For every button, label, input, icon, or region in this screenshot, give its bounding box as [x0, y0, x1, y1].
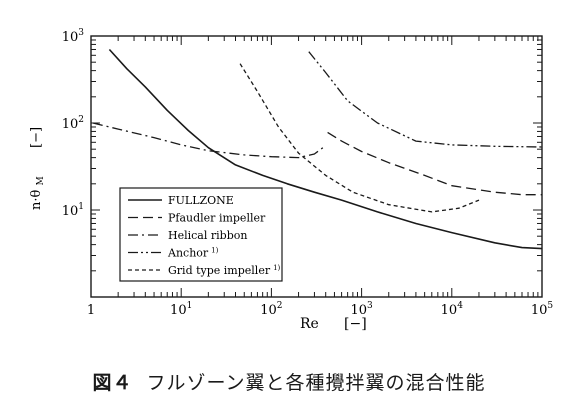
y-axis-label: n·θ M: [29, 176, 46, 210]
figure-caption: 図４ フルゾーン翼と各種攪拌翼の混合性能: [0, 368, 578, 395]
x-tick-label: 103: [350, 301, 373, 318]
x-tick-label: 102: [260, 301, 282, 318]
x-axis-label: Re: [300, 316, 319, 332]
legend-label-3: Anchor 1): [167, 247, 219, 260]
series-line-4: [239, 63, 480, 213]
figure-caption-text: フルゾーン翼と各種攪拌翼の混合性能: [146, 372, 486, 394]
legend: FULLZONE Pfaudler impeller Helical ribbon A…: [128, 194, 281, 277]
legend-box: [119, 187, 283, 282]
x-tick-label: 104: [441, 301, 464, 318]
legend-label-0: FULLZONE: [168, 194, 234, 207]
x-tick-label: 1: [87, 303, 95, 318]
y-axis-label-group: n·θ M [−]: [29, 127, 46, 210]
series-line-1: [327, 131, 542, 196]
axis-tick-labels: 1 101 102 103 104 105 101 102 103: [62, 28, 554, 318]
series-group: [92, 48, 542, 250]
y-axis-unit: [−]: [29, 127, 44, 148]
x-axis-unit: [−]: [344, 316, 367, 332]
figure-number: 図４: [92, 372, 133, 394]
axis-ticks: [90, 36, 542, 298]
y-tick-label: 102: [62, 115, 84, 132]
y-tick-label: 103: [62, 28, 85, 45]
plot-frame: [90, 35, 543, 298]
y-axis-label-sub: M: [36, 176, 46, 185]
x-tick-label: 105: [531, 301, 554, 318]
series-line-3: [308, 51, 542, 148]
series-line-2: [92, 122, 327, 159]
legend-label-1: Pfaudler impeller: [168, 212, 266, 225]
series-line-0: [108, 48, 542, 250]
legend-label-2: Helical ribbon: [168, 229, 247, 242]
x-tick-label: 101: [170, 301, 192, 318]
legend-label-4: Grid type impeller 1): [168, 264, 281, 277]
y-tick-label: 101: [62, 202, 84, 219]
y-axis-label-main: n·θ: [29, 189, 44, 210]
